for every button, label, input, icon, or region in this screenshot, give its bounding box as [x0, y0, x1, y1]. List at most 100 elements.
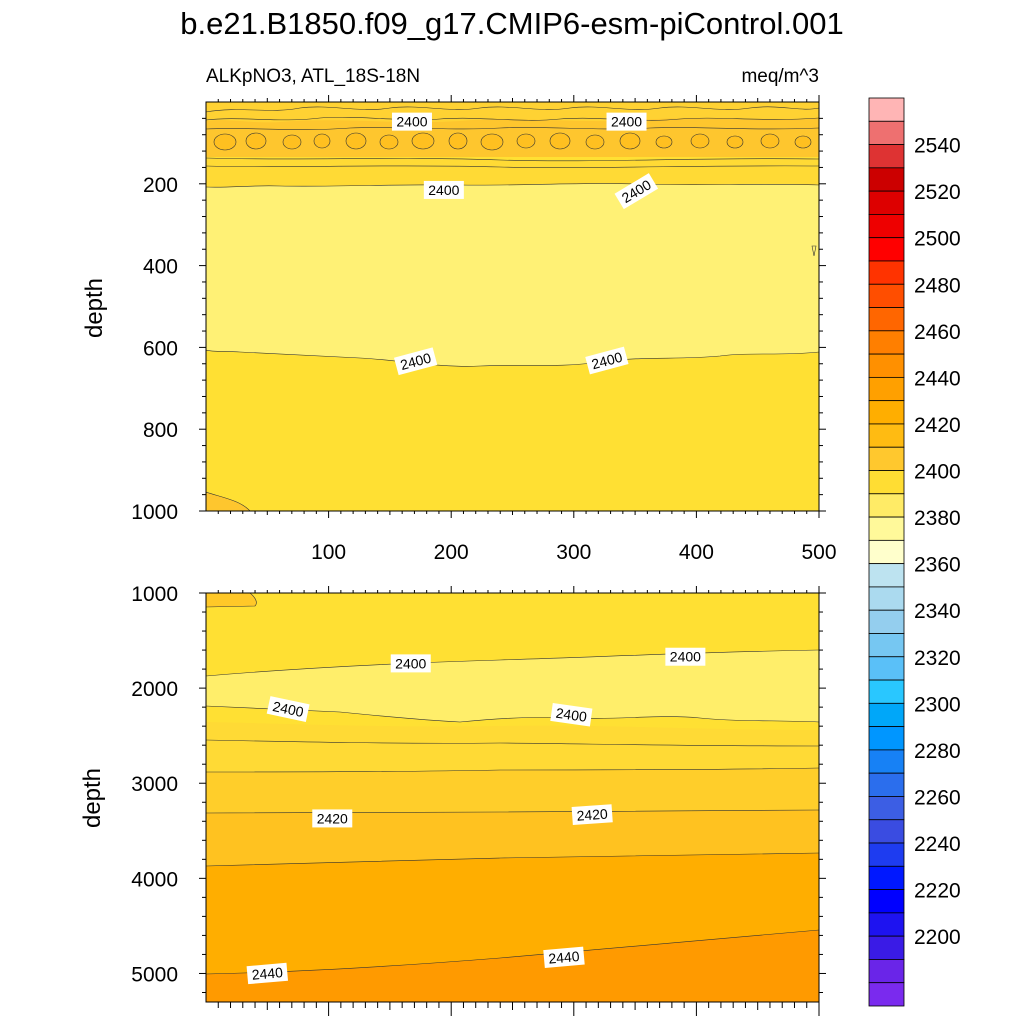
- colorbar-box: [868, 470, 905, 495]
- y-tick-label: 400: [143, 256, 178, 279]
- contour-label-box: [390, 654, 431, 673]
- colorbar-tick-label: 2340: [914, 600, 961, 623]
- contour-label: 2420: [571, 804, 613, 825]
- colorbar-box: [868, 656, 905, 681]
- lower-contour-labels: 2400 2400 2400 2400 2420 2420 2440 2440: [246, 647, 706, 985]
- colorbar-box: [868, 376, 905, 402]
- colorbar-tick-label: 2360: [914, 554, 961, 577]
- contour-label: 2400: [585, 346, 629, 375]
- colorbar-box: [868, 982, 905, 1007]
- contour-label-text: 2400: [590, 349, 624, 373]
- y-tick-label: 600: [143, 337, 178, 360]
- colorbar-box: [868, 330, 905, 355]
- colorbar-box: [868, 633, 905, 658]
- colorbar-box: [868, 237, 905, 262]
- contour-label: 2440: [543, 946, 585, 969]
- y-tick-label: 2000: [131, 678, 178, 701]
- colorbar-box: [868, 842, 905, 867]
- colorbar-box: [868, 144, 905, 169]
- contour-label-box: [312, 809, 353, 828]
- panel-units-label: meq/m^3: [741, 66, 819, 87]
- colorbar-labels: 2540 2520 2500 2480 2460 2440 2420 2400 2380 2360…: [914, 135, 961, 950]
- x-tick-label: 400: [679, 541, 714, 564]
- contour-label-text: 2400: [271, 698, 305, 720]
- contour-label: 2400: [550, 703, 593, 727]
- colorbar-box: [868, 214, 905, 239]
- x-tick-label: 300: [556, 541, 591, 564]
- contour-label-box: [246, 962, 289, 985]
- colorbar-box: [868, 307, 905, 332]
- contour-label-text: 2400: [396, 114, 427, 130]
- upper-contour-fill: [206, 102, 819, 511]
- contour-label: 2400: [665, 647, 706, 666]
- contour-label-text: 2440: [251, 964, 284, 983]
- contour-label-box: [571, 804, 613, 825]
- colorbar-box: [868, 586, 905, 611]
- contour-label-box: [614, 173, 659, 210]
- panel-left-label: ALKpNO3, ATL_18S-18N: [206, 66, 420, 87]
- colorbar-box: [868, 563, 905, 588]
- y-tick-label: 4000: [131, 868, 178, 891]
- contour-label: 2400: [266, 696, 310, 723]
- contour-label: 2400: [391, 112, 432, 131]
- contour-label-text: 2400: [670, 649, 701, 665]
- colorbar-box: [868, 260, 905, 285]
- colorbar-box: [868, 702, 905, 728]
- upper-ticks: 100 200 300 400 500 200 400 600 800 1000: [131, 95, 837, 564]
- contour-label-box: [423, 180, 464, 199]
- contour-label-box: [606, 112, 647, 131]
- colorbar-box: [868, 493, 905, 518]
- contour-label-text: 2420: [576, 806, 608, 824]
- contour-label-text: 2400: [611, 114, 642, 130]
- upper-band-cells: [213, 132, 812, 151]
- colorbar-tick-label: 2380: [914, 507, 961, 530]
- x-tick-label: 500: [801, 541, 836, 564]
- colorbar-box: [868, 796, 905, 821]
- colorbar-tick-label: 2420: [914, 414, 961, 437]
- colorbar-box: [868, 190, 905, 215]
- colorbar-boxes: [868, 97, 905, 1007]
- colorbar-tick-label: 2280: [914, 740, 961, 763]
- contour-label-box: [266, 696, 310, 723]
- colorbar-box: [868, 749, 905, 774]
- colorbar-tick-label: 2400: [914, 461, 961, 484]
- figure-title: b.e21.B1850.f09_g17.CMIP6-esm-piControl.…: [180, 6, 844, 41]
- contour-label-box: [665, 647, 706, 666]
- x-tick-label: 100: [311, 541, 346, 564]
- contour-label-box: [543, 946, 585, 969]
- upper-y-axis-label: depth: [81, 278, 108, 338]
- colorbar-box: [868, 959, 905, 984]
- y-tick-label: 1000: [131, 583, 178, 606]
- contour-label: 2400: [390, 654, 431, 673]
- colorbar-box: [868, 679, 905, 704]
- contour-label: 2400: [393, 347, 438, 376]
- contour-label-box: [585, 346, 629, 375]
- y-tick-label: 200: [143, 174, 178, 197]
- colorbar-box: [868, 353, 905, 378]
- contour-label-box: [550, 703, 593, 727]
- colorbar-tick-label: 2480: [914, 274, 961, 297]
- contour-label: 2400: [423, 180, 464, 199]
- colorbar-box: [868, 726, 905, 751]
- colorbar-tick-label: 2460: [914, 321, 961, 344]
- colorbar-tick-label: 2220: [914, 880, 961, 903]
- colorbar-box: [868, 819, 905, 844]
- colorbar-box: [868, 120, 905, 145]
- colorbar-box: [868, 539, 905, 565]
- upper-panel: 100 200 300 400 500 200 400 600 800 1000 2400 2400…: [81, 66, 837, 564]
- upper-contour-lines: [206, 106, 819, 511]
- contour-label-text: 2400: [395, 655, 426, 671]
- colorbar-box: [868, 772, 905, 797]
- colorbar-box: [868, 167, 905, 192]
- contour-label: 2420: [312, 809, 353, 828]
- lower-ticks: 1000 2000 3000 4000 5000: [131, 583, 826, 1016]
- colorbar-box: [868, 935, 905, 960]
- lower-contour-fill: [206, 593, 819, 1002]
- colorbar-box: [868, 516, 905, 541]
- colorbar-tick-label: 2540: [914, 135, 961, 158]
- contour-label-box: [391, 112, 432, 131]
- colorbar-tick-label: 2500: [914, 228, 961, 251]
- colorbar-box: [868, 283, 905, 308]
- contour-label-text: 2400: [555, 705, 588, 725]
